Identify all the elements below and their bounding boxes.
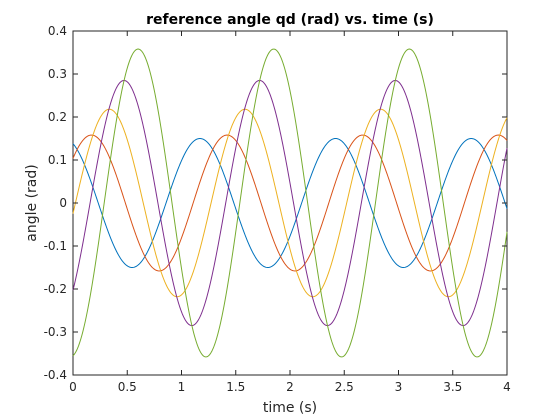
y-axis-label: angle (rad) xyxy=(24,164,40,241)
y-tick-label: -0.1 xyxy=(44,239,67,253)
y-tick-label: 0.4 xyxy=(48,24,67,38)
y-tick-label: 0.2 xyxy=(48,110,67,124)
series-line-2 xyxy=(72,134,508,272)
x-tick-label: 0.5 xyxy=(118,380,137,394)
chart-title: reference angle qd (rad) vs. time (s) xyxy=(146,12,434,28)
x-tick-label: 0 xyxy=(69,380,77,394)
series-line-3 xyxy=(72,108,508,298)
series-line-4 xyxy=(72,79,508,327)
y-tick-label: 0 xyxy=(59,196,67,210)
y-tick-label: -0.3 xyxy=(44,325,67,339)
x-tick-label: 3.5 xyxy=(443,380,462,394)
x-tick-label: 2 xyxy=(286,380,294,394)
x-tick-label: 4 xyxy=(503,380,511,394)
y-tick-label: 0.3 xyxy=(48,67,67,81)
series-line-5 xyxy=(72,48,508,358)
y-tick-label: -0.4 xyxy=(44,368,67,382)
x-tick-label: 2.5 xyxy=(335,380,354,394)
y-tick-label: 0.1 xyxy=(48,153,67,167)
y-tick-label: -0.2 xyxy=(44,282,67,296)
x-tick-label: 3 xyxy=(395,380,403,394)
x-axis-label: time (s) xyxy=(263,400,317,416)
y-axis: -0.4 -0.3 -0.2 -0.1 0 0.1 0.2 0.3 0.4 xyxy=(44,24,507,382)
series-layer xyxy=(72,48,508,358)
x-tick-label: 1.5 xyxy=(226,380,245,394)
x-axis: 0 0.5 1 1.5 2 2.5 3 3.5 4 xyxy=(69,31,511,394)
plot-area xyxy=(72,30,508,376)
series-line-1 xyxy=(72,137,508,269)
x-tick-label: 1 xyxy=(178,380,186,394)
